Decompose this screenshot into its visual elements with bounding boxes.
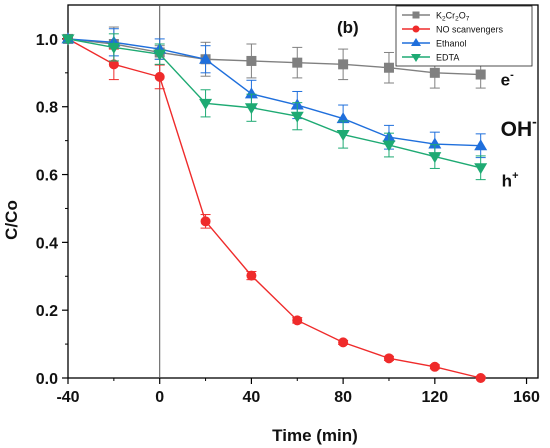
- legend-marker: [412, 25, 420, 33]
- data-point: [290, 111, 304, 123]
- x-tick-label: 0: [155, 389, 164, 406]
- series-line: [67, 38, 481, 76]
- data-point: [199, 52, 213, 64]
- data-point: [336, 130, 350, 142]
- y-tick-label: 0.4: [36, 235, 58, 252]
- data-point: [292, 315, 303, 326]
- data-point: [474, 163, 488, 175]
- series-line: [67, 38, 481, 147]
- data-point: [61, 34, 75, 46]
- data-point: [246, 270, 257, 281]
- data-point: [429, 361, 440, 372]
- data-point: [244, 87, 258, 99]
- data-point: [246, 55, 257, 66]
- y-axis-title: C/Co: [2, 200, 21, 240]
- annotation-oh: OH-: [501, 114, 538, 141]
- data-point: [428, 137, 442, 149]
- data-point: [199, 98, 213, 110]
- y-tick-label: 1.0: [36, 32, 58, 49]
- data-point: [338, 337, 349, 348]
- series-edta: [61, 33, 488, 181]
- y-tick-label: 0.8: [36, 100, 58, 117]
- y-tick-label: 0.6: [36, 168, 58, 185]
- legend-marker: [411, 38, 421, 46]
- x-tick-label: 40: [243, 389, 261, 406]
- data-point: [244, 103, 258, 115]
- data-point: [338, 59, 349, 70]
- legend-entry: EDTA: [436, 53, 459, 63]
- data-point: [383, 62, 394, 73]
- x-axis-title: Time (min): [272, 426, 358, 445]
- series-no-scanvengers: [63, 33, 486, 383]
- data-point: [107, 42, 121, 54]
- data-point: [154, 71, 165, 82]
- legend: K2Cr2O7 NO scanvengers Ethanol EDTA: [395, 5, 533, 67]
- series-line: [67, 38, 481, 379]
- annotations: e- OH-h+: [501, 69, 538, 191]
- data-point: [153, 49, 167, 61]
- data-point: [292, 57, 303, 68]
- x-tick-label: 80: [334, 389, 352, 406]
- data-point: [200, 216, 211, 227]
- series-line: [67, 38, 481, 169]
- legend-entry: NO scanvengers: [436, 25, 504, 35]
- x-tick-label: 120: [421, 389, 448, 406]
- data-point: [428, 152, 442, 164]
- panel-label: (b): [337, 18, 359, 37]
- plot-frame: [67, 4, 539, 379]
- data-point: [383, 353, 394, 364]
- data-point: [429, 67, 440, 78]
- data-point: [108, 59, 119, 70]
- y-tick-label: 0.0: [36, 371, 58, 388]
- legend-marker: [411, 54, 421, 62]
- data-point: [336, 112, 350, 124]
- data-point: [475, 373, 486, 383]
- annotation-h: h+: [502, 170, 519, 191]
- x-tick-label: 160: [513, 389, 540, 406]
- data-point: [382, 140, 396, 152]
- legend-marker: [412, 11, 420, 19]
- x-tick-label: -40: [56, 389, 79, 406]
- legend-entry: Ethanol: [436, 39, 467, 49]
- y-tick-label: 0.2: [36, 303, 58, 320]
- legend-entry: K2Cr2O7: [436, 11, 470, 23]
- annotation-e: e-: [501, 69, 514, 90]
- data-point: [475, 69, 486, 80]
- data-point: [474, 139, 488, 151]
- plot-area: -40 0 40 80 120 160 0.0 0.2 0.4 0.6 0.8 1.0: [36, 4, 540, 406]
